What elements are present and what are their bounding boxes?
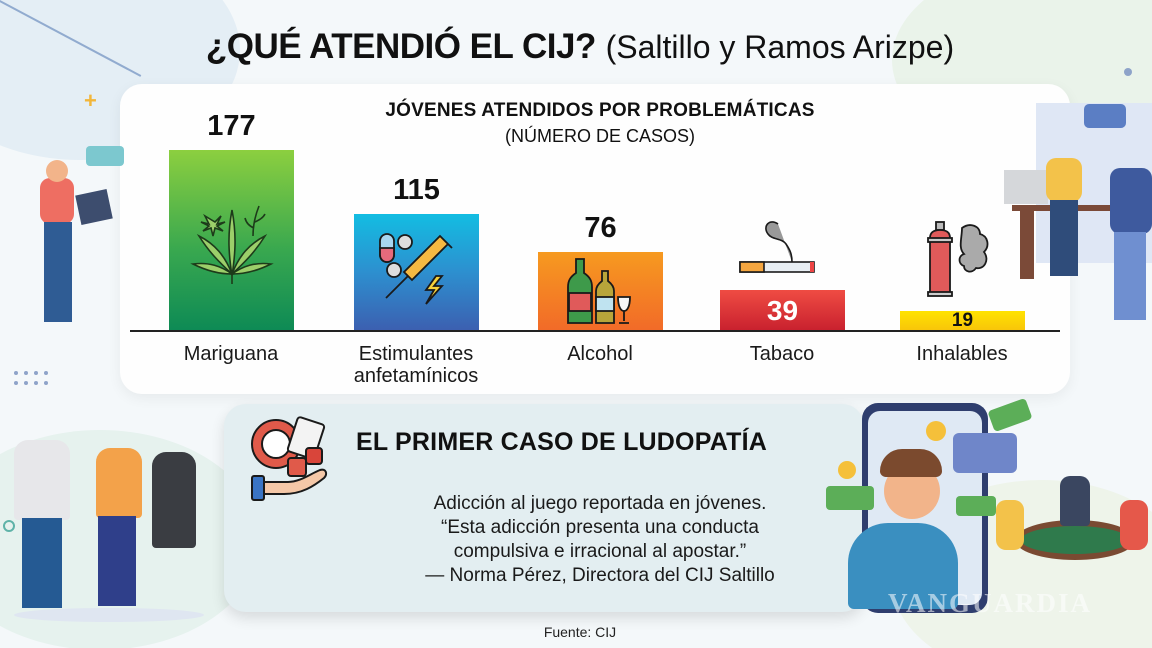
chart-subtitle: (NÚMERO DE CASOS): [504, 126, 695, 146]
ludopatia-card: [224, 404, 864, 612]
bar-value-mariguana: 177: [207, 110, 256, 142]
casino-chips-dice-hand-icon: [251, 416, 328, 501]
bar-label-line: Estimulantes: [358, 343, 474, 365]
person-legs: [44, 222, 72, 322]
casino-table: [1015, 520, 1135, 560]
chart-baseline: [130, 330, 1060, 332]
bar-label-tabaco: Tabaco: [749, 343, 815, 365]
woman-in-suit-illustration: [152, 452, 196, 548]
bar-label-alcohol: Alcohol: [567, 343, 633, 365]
person-legs: [1114, 232, 1146, 320]
bar-label-estimulantes: Estimulantes anfetamínicos: [326, 343, 506, 387]
cannabis-leaf-icon: [189, 205, 274, 284]
source-note: Fuente: CIJ: [543, 624, 617, 640]
bar-value-inhalables: 19: [951, 310, 974, 331]
money-bill-icon: [956, 496, 996, 516]
person-blue-shirt: [848, 523, 958, 609]
tablet-icon: [75, 189, 113, 225]
bottles-wine-glass-icon: [566, 257, 631, 324]
quote-line: Adicción al juego reportada en jóvenes.: [433, 493, 767, 514]
decorative-dot: [1124, 68, 1132, 76]
page-title: ¿QUÉ ATENDIÓ EL CIJ? (Saltillo y Ramos A…: [0, 22, 1152, 72]
cigarette-smoke-icon: [739, 221, 815, 273]
chart-title: JÓVENES ATENDIDOS POR PROBLEMÁTICAS: [385, 100, 815, 121]
spray-can-icon: [927, 221, 989, 297]
bar-label-mariguana: Mariguana: [183, 343, 279, 365]
bar-inhalables: 19: [900, 310, 1025, 331]
player-figure: [1120, 500, 1148, 550]
young-man-yellow-shirt: [1046, 158, 1082, 202]
floor-shadow: [14, 608, 204, 622]
desk-leg: [1020, 209, 1034, 279]
bar-label-line: anfetamínicos: [353, 365, 479, 387]
bar-label-inhalables: Inhalables: [916, 343, 1008, 365]
title-location: (Saltillo y Ramos Arizpe): [605, 29, 955, 65]
slot-machine-bubble: [953, 433, 1017, 473]
person-legs: [22, 518, 62, 608]
quote-line: compulsiva e irracional al apostar.”: [453, 541, 747, 562]
plus-sparkle-icon: +: [84, 88, 97, 113]
speech-bubble-icon: [1084, 104, 1126, 128]
coin-icon: [926, 421, 946, 441]
title-main: ¿QUÉ ATENDIÓ EL CIJ?: [205, 27, 596, 66]
pills-syringe-icon: [378, 232, 453, 305]
woman-with-tablet-illustration: [40, 178, 74, 224]
bar-estimulantes: [354, 214, 479, 331]
person-head: [46, 160, 68, 182]
watermark: VANGUARDIA: [888, 588, 1093, 618]
ludopatia-title: EL PRIMER CASO DE LUDOPATÍA: [356, 428, 767, 456]
computer-monitor-icon: [1004, 170, 1048, 204]
speech-bubble-icon: [86, 146, 124, 166]
person-legs: [1050, 200, 1078, 276]
bar-alcohol: [538, 252, 663, 331]
quote-line: “Esta adicción presenta una conducta: [441, 517, 759, 538]
ludopatia-quote: Adicción al juego reportada en jóvenes. …: [320, 492, 880, 588]
quote-attribution: — Norma Pérez, Directora del CIJ Saltill…: [425, 565, 775, 586]
money-bill-icon: [826, 486, 874, 510]
dealer-figure: [1060, 476, 1090, 526]
man-with-clipboard-illustration: [14, 440, 70, 520]
person-legs: [98, 516, 136, 606]
bar-value-estimulantes: 115: [393, 174, 440, 206]
player-figure: [996, 500, 1024, 550]
coin-icon: [838, 461, 856, 479]
bar-mariguana: [169, 150, 294, 331]
bar-value-alcohol: 76: [584, 212, 617, 244]
man-in-suit-with-clipboard: [1110, 168, 1152, 234]
decorative-dot-grid: [14, 371, 48, 385]
man-orange-shirt-illustration: [96, 448, 142, 518]
bar-value-tabaco: 39: [766, 294, 799, 326]
money-bill-icon: [987, 397, 1033, 433]
bar-tabaco: 39: [720, 290, 845, 331]
decorative-ring: [3, 520, 15, 532]
